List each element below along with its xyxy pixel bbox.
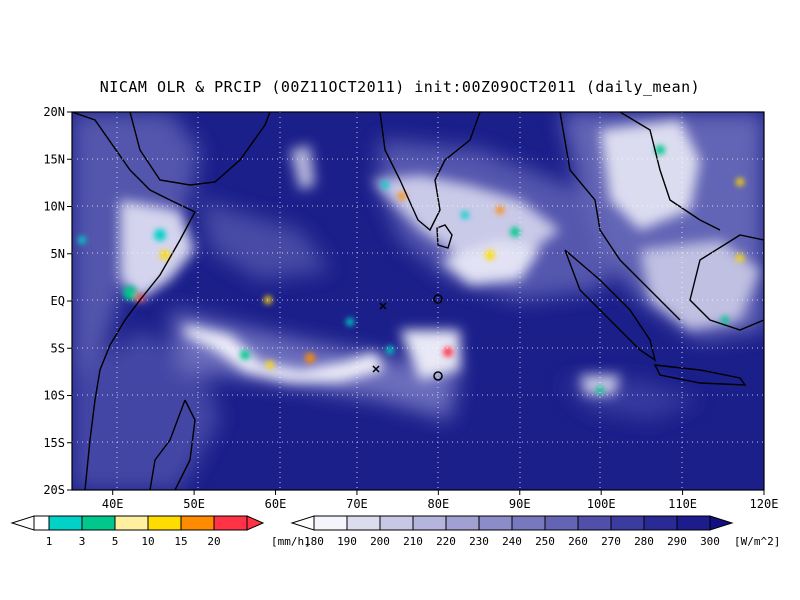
colorbar-cell (511, 515, 546, 531)
colorbar-cell (412, 515, 447, 531)
lat-label: 10S (43, 389, 65, 403)
colorbar-label: 200 (370, 535, 390, 548)
colorbar-arrow-low (290, 515, 315, 531)
longitude-labels: 40E 50E 60E 70E 80E 90E 100E 110E 120E (102, 490, 779, 511)
lat-label: 10N (43, 200, 65, 214)
colorbar-cell (379, 515, 414, 531)
coastlines (72, 112, 764, 490)
colorbar-cell (147, 515, 182, 531)
lon-label: 50E (183, 497, 205, 511)
colorbar-unit: [W/m^2] (734, 535, 780, 548)
colorbar-label: 230 (469, 535, 489, 548)
colorbar-cell (180, 515, 215, 531)
lon-label: 100E (587, 497, 616, 511)
lon-label: 80E (428, 497, 450, 511)
colorbar-label: 240 (502, 535, 522, 548)
marker-circle (433, 294, 443, 304)
colorbar-label: 20 (207, 535, 220, 548)
colorbar-cell (313, 515, 348, 531)
lon-label: 90E (509, 497, 531, 511)
colorbar-cell (676, 515, 711, 531)
colorbar-label: 270 (601, 535, 621, 548)
colorbar-label: 290 (667, 535, 687, 548)
colorbar-label: 180 (304, 535, 324, 548)
colorbar-cell (48, 515, 83, 531)
lat-label: 20S (43, 483, 65, 497)
precip-colorbar: 1 3 5 10 15 20 [mm/h] (10, 515, 311, 548)
colorbar-label: 280 (634, 535, 654, 548)
colorbar-label: 250 (535, 535, 555, 548)
colorbar-cell (643, 515, 678, 531)
colorbar-cell (346, 515, 381, 531)
colorbar-arrow-high (709, 515, 734, 531)
colorbar-arrow-high (246, 515, 265, 531)
colorbar-cell (33, 515, 50, 531)
colorbar-unit: [mm/h] (271, 535, 311, 548)
colorbar-label: 220 (436, 535, 456, 548)
markers (372, 294, 443, 381)
colorbar-cell (478, 515, 513, 531)
colorbar-cell (445, 515, 480, 531)
lat-label: 20N (43, 105, 65, 119)
colorbar-cell (610, 515, 645, 531)
colorbar-cell (544, 515, 579, 531)
colorbar-label: 15 (174, 535, 187, 548)
colorbar-label: 260 (568, 535, 588, 548)
lat-label: 5S (51, 341, 65, 355)
colorbar-label: 10 (141, 535, 154, 548)
olr-colorbar: 180 190 200 210 220 230 240 250 260 270 280 290 300 [… (290, 515, 780, 548)
colorbar-cell (81, 515, 116, 531)
lon-label: 70E (346, 497, 368, 511)
latitude-labels: 20N 15N 10N 5N EQ 5S 10S 15S 20S (43, 105, 72, 497)
lat-label: 5N (51, 247, 65, 261)
lon-label: 40E (102, 497, 124, 511)
olr-field (72, 112, 764, 490)
lat-label: EQ (51, 294, 65, 308)
lat-label: 15S (43, 436, 65, 450)
map-title: NICAM OLR & PRCIP (00Z11OCT2011) init:00… (99, 78, 701, 96)
lat-label: 15N (43, 152, 65, 166)
lon-label: 60E (265, 497, 287, 511)
gridlines (72, 112, 764, 490)
marker-circle (433, 371, 443, 381)
marker-cross (379, 302, 387, 310)
colorbar-label: 1 (46, 535, 53, 548)
colorbar-label: 190 (337, 535, 357, 548)
colorbar-label: 210 (403, 535, 423, 548)
lon-label: 120E (750, 497, 779, 511)
colorbar-cell (213, 515, 248, 531)
lon-label: 110E (668, 497, 697, 511)
colorbar-cell (114, 515, 149, 531)
colorbar-arrow-low (10, 515, 35, 531)
colorbar-label: 5 (112, 535, 119, 548)
colorbar-cell (577, 515, 612, 531)
colorbar-label: 3 (79, 535, 86, 548)
colorbar-label: 300 (700, 535, 720, 548)
marker-cross (372, 365, 380, 373)
